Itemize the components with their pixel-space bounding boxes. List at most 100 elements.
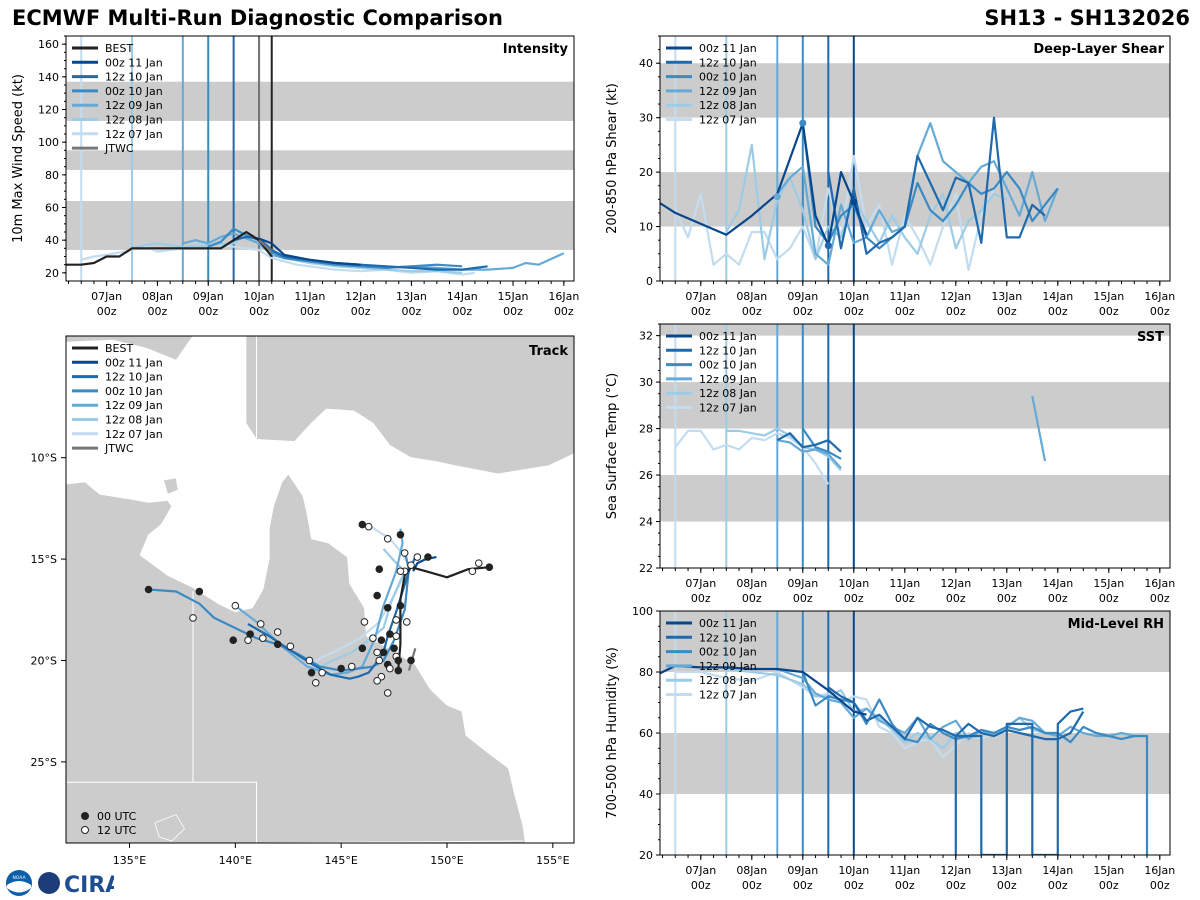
sst-ylabel: Sea Surface Temp (°C) <box>605 373 620 520</box>
intensity-data-layer <box>66 36 574 281</box>
intensity-xtick-date: 07Jan <box>91 290 122 303</box>
intensity-xtick-hour: 00z <box>148 305 168 318</box>
track-point-12utc <box>383 535 392 543</box>
track-marker-legend-label: 12 UTC <box>97 824 137 837</box>
shear-ytick-label: 0 <box>646 275 653 288</box>
rh-title: Mid-Level RH <box>1068 617 1164 632</box>
sst-xtick-hour: 00z <box>1048 592 1068 605</box>
globe-icon <box>38 872 60 894</box>
shear-xtick-hour: 00z <box>946 305 966 318</box>
track-point-12utc <box>468 567 477 576</box>
shear-xtick-hour: 00z <box>1048 305 1068 318</box>
sst-series-line <box>777 439 842 469</box>
sst-legend-label: 00z 10 Jan <box>699 359 757 372</box>
track-point-00utc <box>337 664 345 673</box>
intensity-legend-label: 12z 08 Jan <box>105 114 163 127</box>
sst-xtick-date: 12Jan <box>940 577 971 590</box>
shear-xtick-date: 11Jan <box>889 290 920 303</box>
sst-xtick-date: 16Jan <box>1144 577 1175 590</box>
track-point-12utc <box>273 628 282 636</box>
shear-ytick-label: 40 <box>639 57 653 70</box>
track-landmass <box>245 336 574 475</box>
rh-xtick-date: 10Jan <box>838 864 869 877</box>
shear-title: Deep-Layer Shear <box>1033 42 1164 57</box>
sst-series-line <box>726 427 842 472</box>
intensity-ytick-label: 140 <box>38 71 59 84</box>
track-point-12utc <box>364 522 373 531</box>
intensity-xtick-hour: 00z <box>452 305 472 318</box>
sst-series-line <box>801 427 842 460</box>
rh-xtick-date: 13Jan <box>991 864 1022 877</box>
track-point-00utc <box>407 656 415 665</box>
track-point-00utc <box>144 585 153 594</box>
shear-series-marker <box>850 198 858 206</box>
rh-xtick-hour: 00z <box>793 879 813 892</box>
sst-series-line <box>776 432 842 453</box>
rh-xtick-hour: 00z <box>1099 879 1119 892</box>
intensity-xtick-date: 09Jan <box>193 290 224 303</box>
track-point-00utc <box>375 565 384 574</box>
intensity-xtick-hour: 00z <box>300 305 320 318</box>
track-point-12utc <box>383 689 392 697</box>
track-legend-label: 12z 09 Jan <box>105 399 163 412</box>
track-frame <box>65 335 575 844</box>
rh-xtick-date: 07Jan <box>685 864 716 877</box>
intensity-band <box>66 200 574 250</box>
track-xtick-label: 150°E <box>430 854 463 867</box>
rh-legend-label: 12z 10 Jan <box>699 631 757 644</box>
shear-series-marker <box>773 193 781 201</box>
intensity-ytick-label: 60 <box>45 202 59 215</box>
track-legend-label: 12z 10 Jan <box>105 371 163 384</box>
shear-xtick-hour: 00z <box>793 305 813 318</box>
rh-series-line <box>954 707 1084 855</box>
track-point-00utc <box>379 648 388 657</box>
page-title: ECMWF Multi-Run Diagnostic Comparison <box>12 6 503 30</box>
track-point-12utc <box>373 676 381 685</box>
track-point-00utc <box>358 644 367 653</box>
sst-plot-area <box>660 324 1170 568</box>
rh-xtick-hour: 00z <box>1048 879 1068 892</box>
shear-xtick-date: 07Jan <box>685 290 716 303</box>
intensity-xtick-date: 10Jan <box>244 290 275 303</box>
track-landmass <box>66 336 194 361</box>
track-point-00utc <box>195 587 204 596</box>
track-ytick-label: 15°S <box>31 553 57 566</box>
intensity-legend-label: 12z 10 Jan <box>105 71 163 84</box>
intensity-legend-label: 00z 11 Jan <box>105 56 163 69</box>
cira-logo: NOAA CIRA <box>6 870 114 898</box>
rh-ytick-label: 80 <box>639 666 653 679</box>
shear-xtick-hour: 00z <box>691 305 711 318</box>
shear-xtick-date: 16Jan <box>1144 290 1175 303</box>
intensity-legend-label: JTWC <box>104 142 134 155</box>
track-ytick-label: 20°S <box>31 654 57 667</box>
intensity-xtick-date: 11Jan <box>294 290 325 303</box>
chart-rh: 20 40 60 80 100 07Jan 00z 08Jan 00z 09Jan 00z 10Jan… <box>605 605 1175 892</box>
track-line <box>148 550 410 672</box>
shear-xtick-hour: 00z <box>997 305 1017 318</box>
rh-xtick-hour: 00z <box>946 879 966 892</box>
intensity-series-line <box>258 239 273 253</box>
track-legend-label: 00z 11 Jan <box>105 356 163 369</box>
rh-legend-label: 12z 09 Jan <box>699 660 757 673</box>
shear-band <box>660 63 1170 118</box>
track-point-00utc <box>394 656 403 665</box>
track-point-12utc <box>231 601 240 610</box>
sst-xtick-hour: 00z <box>844 592 864 605</box>
track-xtick-label: 135°E <box>113 854 146 867</box>
track-point-12utc <box>369 634 377 642</box>
track-legend-label: JTWC <box>104 442 134 455</box>
track-title: Track <box>529 344 568 359</box>
track-legend-label: 12z 08 Jan <box>105 414 163 427</box>
track-state-border <box>193 781 257 843</box>
sst-series-line <box>1031 395 1047 462</box>
rh-series-line <box>801 671 1149 855</box>
shear-xtick-hour: 00z <box>1099 305 1119 318</box>
shear-xtick-date: 10Jan <box>838 290 869 303</box>
intensity-legend-label: BEST <box>105 42 133 55</box>
track-point-00utc <box>396 601 405 610</box>
sst-ytick-label: 30 <box>639 376 653 389</box>
chart-sst: 22 24 26 28 30 32 07Jan 00z 08Jan 00z 09Jan 00z 10Ja… <box>605 323 1175 605</box>
sst-xtick-hour: 00z <box>1150 592 1170 605</box>
